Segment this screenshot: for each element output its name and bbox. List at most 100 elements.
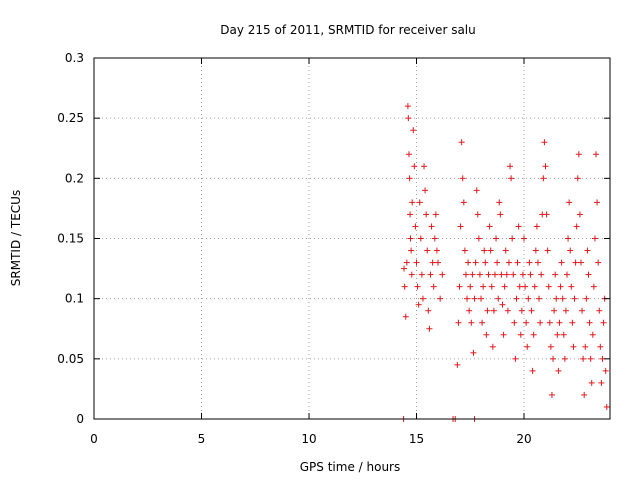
data-point	[586, 319, 593, 326]
data-point	[498, 271, 505, 278]
data-point	[545, 283, 552, 290]
data-point	[475, 235, 482, 242]
data-point	[588, 379, 595, 386]
data-point	[470, 349, 477, 356]
data-point	[484, 307, 491, 314]
data-point	[602, 367, 609, 374]
data-point	[457, 223, 464, 230]
data-point	[406, 175, 413, 182]
data-point	[454, 361, 461, 368]
data-point	[587, 355, 594, 362]
data-point	[591, 235, 598, 242]
data-point	[536, 295, 543, 302]
data-point	[485, 271, 492, 278]
data-point	[528, 307, 535, 314]
data-point	[531, 283, 538, 290]
data-point	[525, 295, 532, 302]
data-point	[598, 379, 605, 386]
data-point	[411, 163, 418, 170]
data-point	[426, 325, 433, 332]
data-point	[401, 265, 408, 272]
data-point	[480, 283, 487, 290]
data-points	[400, 103, 610, 422]
x-tick-label: 20	[516, 432, 531, 446]
data-point	[537, 319, 544, 326]
data-point	[495, 295, 502, 302]
data-point	[560, 331, 567, 338]
data-point	[514, 259, 521, 266]
data-point	[576, 211, 583, 218]
x-tick-label: 0	[90, 432, 98, 446]
data-point	[466, 307, 473, 314]
data-point	[547, 343, 554, 350]
axis-ticks	[93, 57, 610, 420]
data-point	[511, 319, 518, 326]
data-point	[571, 295, 578, 302]
data-point	[564, 271, 570, 278]
data-point	[552, 271, 559, 278]
data-point	[594, 199, 601, 206]
data-point	[403, 259, 410, 266]
x-axis-label: GPS time / hours	[300, 460, 401, 474]
data-point	[533, 223, 540, 230]
data-point	[515, 223, 522, 230]
data-point	[548, 391, 555, 398]
data-point	[404, 103, 411, 110]
data-point	[469, 271, 476, 278]
data-point	[575, 151, 582, 158]
data-point	[540, 175, 547, 182]
data-point	[408, 247, 415, 254]
data-point	[550, 355, 557, 362]
data-point	[505, 259, 512, 266]
data-point	[419, 295, 426, 302]
data-point	[458, 139, 465, 146]
data-point	[579, 307, 586, 314]
data-point	[518, 307, 525, 314]
x-tick-label: 5	[198, 432, 206, 446]
chart-title: Day 215 of 2011, SRMTID for receiver sal…	[220, 23, 475, 37]
data-point	[542, 163, 549, 170]
data-point	[581, 391, 588, 398]
data-point	[538, 271, 545, 278]
data-point	[509, 235, 516, 242]
data-point	[522, 283, 529, 290]
data-point	[479, 319, 486, 326]
data-point	[510, 271, 517, 278]
data-point	[529, 367, 536, 374]
data-point	[526, 259, 533, 266]
data-point	[546, 319, 553, 326]
data-point	[416, 199, 423, 206]
data-point	[456, 283, 463, 290]
data-point	[507, 163, 514, 170]
data-point	[580, 355, 587, 362]
data-point	[432, 211, 439, 218]
data-point	[532, 247, 539, 254]
data-point	[422, 187, 429, 194]
data-point	[589, 331, 596, 338]
data-point	[596, 307, 603, 314]
data-point	[577, 259, 584, 266]
data-point	[428, 223, 435, 230]
data-point	[499, 301, 506, 308]
data-point	[427, 271, 434, 278]
data-point	[569, 319, 576, 326]
data-point	[573, 223, 580, 230]
data-point	[459, 175, 466, 182]
y-axis-label: SRMTID / TECUs	[9, 190, 23, 286]
data-point	[527, 271, 534, 278]
y-tick-label: 0.15	[57, 232, 84, 246]
data-point	[561, 355, 568, 362]
data-point	[473, 187, 480, 194]
data-point	[556, 319, 563, 326]
data-point	[524, 343, 531, 350]
y-tick-label: 0.05	[57, 352, 84, 366]
data-point	[487, 247, 494, 254]
data-point	[502, 247, 509, 254]
data-point	[534, 259, 541, 266]
y-tick-label: 0.2	[65, 171, 84, 185]
data-point	[410, 127, 417, 134]
data-point	[417, 235, 424, 242]
data-point	[496, 199, 503, 206]
data-point	[482, 259, 489, 266]
